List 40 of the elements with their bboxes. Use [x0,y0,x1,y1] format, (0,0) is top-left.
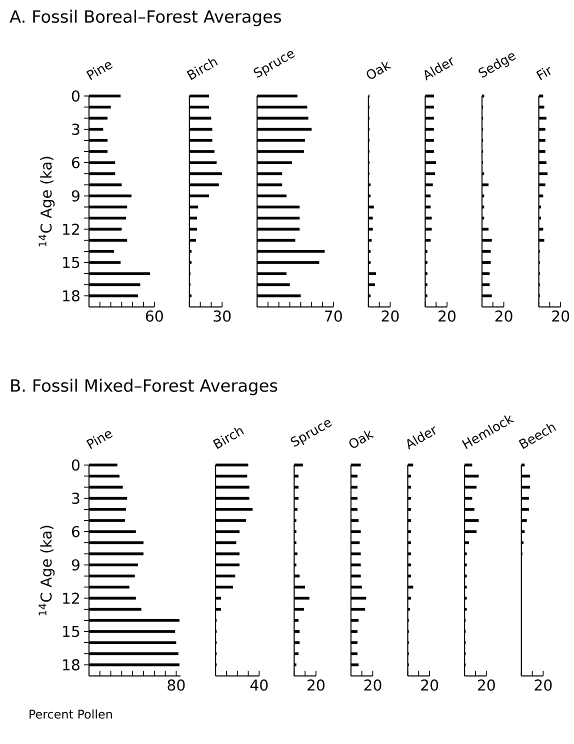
y-tick-label: 9 [72,190,80,202]
y-tick-label: 18 [63,290,80,302]
chart-title: Oak [366,62,392,79]
chart-title: Pine [86,431,113,449]
x-tick-label: 20 [308,679,324,691]
y-axis-title: $^{14}$C Age (ka) [38,526,55,616]
y-tick-label: 6 [72,156,80,168]
x-tick-label: 60 [146,310,163,322]
text: A. Fossil Boreal–Forest Averages [10,10,281,26]
chart-title: Oak [349,430,374,448]
x-tick-label: 20 [421,679,438,691]
y-tick-label: 3 [72,492,80,504]
x-tick-label: 20 [495,310,512,322]
y-axis-title: $^{14}$C Age (ka) [38,156,55,246]
y-tick-label: 6 [72,526,80,538]
x-tick-label: 20 [478,679,495,691]
x-tick-label: 20 [438,310,456,322]
chart-title: Birch [186,58,218,80]
y-tick-label: 18 [63,659,80,670]
y-tick-label: 15 [63,626,80,638]
y-tick-label: 0 [72,459,80,471]
x-tick-label: 20 [552,310,570,322]
y-tick-label: 12 [63,224,79,235]
y-tick-label: 9 [72,559,80,571]
x-tick-label: 20 [534,679,552,691]
y-tick-label: 12 [63,592,79,604]
chart-title: Pine [86,62,113,80]
x-tick-label: 80 [168,679,185,691]
text: B. Fossil Mixed–Forest Averages [11,378,278,396]
y-tick-label: 15 [63,256,80,268]
x-tick-label: 20 [364,679,382,691]
x-tick-label: 30 [214,310,231,322]
y-tick-label: 0 [72,90,80,102]
x-axis-title: Percent Pollen [30,709,112,719]
chart-title: Fir [536,66,551,80]
x-tick-label: 20 [382,310,399,322]
x-tick-label: 70 [325,310,342,322]
chart-title: Birch [212,428,244,449]
x-tick-label: 40 [250,679,268,691]
y-tick-label: 3 [72,124,80,135]
